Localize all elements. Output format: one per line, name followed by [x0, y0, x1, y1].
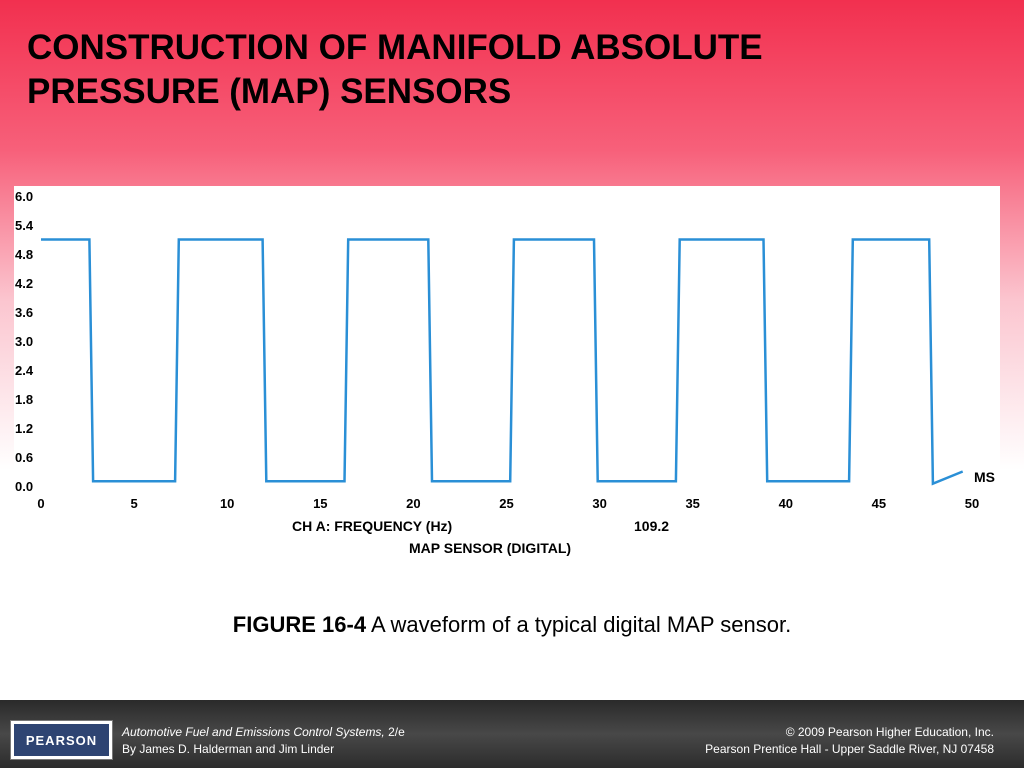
book-edition: 2/e [384, 725, 405, 739]
y-tick-label: 3.6 [15, 305, 33, 320]
x-tick-label: 30 [592, 496, 606, 511]
figure-caption-text: A waveform of a typical digital MAP sens… [366, 612, 792, 637]
publisher-text: Pearson Prentice Hall - Upper Saddle Riv… [705, 742, 994, 756]
y-tick-label: 6.0 [15, 189, 33, 204]
waveform-chart: 6.0 5.4 4.8 4.2 3.6 3.0 2.4 1.8 1.2 0.6 0.0 0 5 10 15… [15, 189, 995, 556]
y-tick-label: 4.2 [15, 276, 33, 291]
y-tick-label: 3.0 [15, 334, 33, 349]
book-authors: By James D. Halderman and Jim Linder [122, 742, 335, 756]
y-tick-label: 1.8 [15, 392, 33, 407]
x-tick-label: 25 [499, 496, 513, 511]
y-tick-label: 0.6 [15, 450, 33, 465]
pearson-logo-text: PEARSON [14, 724, 109, 756]
x-unit-label: MS [974, 469, 995, 485]
slide-title: CONSTRUCTION OF MANIFOLD ABSOLUTE PRESSU… [27, 26, 927, 114]
pearson-logo: PEARSON [10, 720, 113, 760]
y-tick-label: 2.4 [15, 363, 34, 378]
x-tick-label: 15 [313, 496, 327, 511]
figure-caption: FIGURE 16-4 A waveform of a typical digi… [0, 612, 1024, 638]
x-tick-label: 5 [130, 496, 137, 511]
y-tick-label: 4.8 [15, 247, 33, 262]
x-tick-label: 20 [406, 496, 420, 511]
trace-label: MAP SENSOR (DIGITAL) [409, 540, 571, 556]
x-tick-label: 0 [37, 496, 44, 511]
x-tick-label: 10 [220, 496, 234, 511]
figure-label: FIGURE 16-4 [232, 612, 367, 637]
footer-book-info: Automotive Fuel and Emissions Control Sy… [122, 724, 405, 758]
y-tick-label: 0.0 [15, 479, 33, 494]
waveform-trace [41, 238, 964, 486]
x-tick-label: 45 [872, 496, 886, 511]
slide-title-line-1: CONSTRUCTION OF MANIFOLD ABSOLUTE [27, 28, 763, 67]
y-tick-label: 1.2 [15, 421, 33, 436]
x-tick-label: 40 [779, 496, 793, 511]
copyright-text: © 2009 Pearson Higher Education, Inc. [785, 725, 994, 739]
x-tick-label: 35 [685, 496, 699, 511]
readout-value: 109.2 [634, 518, 669, 534]
footer-copyright: © 2009 Pearson Higher Education, Inc. Pe… [705, 724, 994, 758]
readout-label: CH A: FREQUENCY (Hz) [292, 518, 452, 534]
waveform-chart-panel: 6.0 5.4 4.8 4.2 3.6 3.0 2.4 1.8 1.2 0.6 0.0 0 5 10 15… [14, 186, 1000, 558]
book-title: Automotive Fuel and Emissions Control Sy… [122, 725, 385, 739]
x-tick-label: 50 [965, 496, 979, 511]
footer-bar: PEARSON Automotive Fuel and Emissions Co… [0, 700, 1024, 768]
slide-title-line-2: PRESSURE (MAP) SENSORS [27, 72, 512, 111]
y-tick-label: 5.4 [15, 218, 34, 233]
